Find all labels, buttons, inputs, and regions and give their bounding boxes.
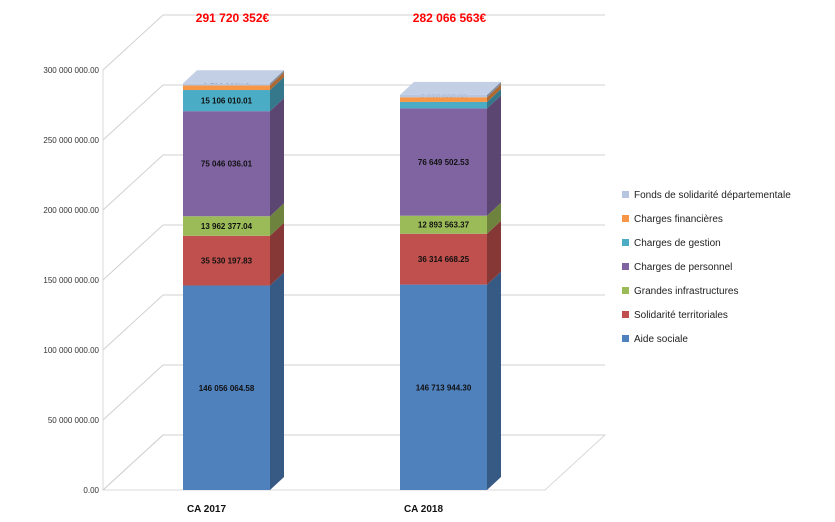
bar-segment-side xyxy=(487,88,501,109)
y-tick-label: 250 000 000.00 xyxy=(43,136,99,145)
data-label: 75 046 036.01 xyxy=(201,160,253,169)
y-tick-label: 0.00 xyxy=(83,486,99,495)
legend-label: Charges de gestion xyxy=(634,238,721,249)
bar-segment-side xyxy=(270,222,284,286)
legend-label: Charges de personnel xyxy=(634,262,732,273)
bar-segment-side xyxy=(487,81,501,98)
y-tick-label: 300 000 000.00 xyxy=(43,66,99,75)
y-tick-label: 150 000 000.00 xyxy=(43,276,99,285)
bar-segment-front xyxy=(183,235,270,286)
bar-segment-side xyxy=(487,202,501,234)
legend-label: Solidarité territoriales xyxy=(634,310,728,321)
x-category-label: CA 2018 xyxy=(404,504,444,515)
gridline-diagonal xyxy=(102,14,164,71)
bar-segment-side xyxy=(270,98,284,217)
gridline-diagonal xyxy=(102,84,164,141)
x-category-label: CA 2017 xyxy=(187,504,227,515)
bar-segment-front xyxy=(183,111,270,217)
gridline-diagonal xyxy=(102,154,164,211)
legend-label: Charges financières xyxy=(634,214,723,225)
data-label: 76 649 502.53 xyxy=(418,158,470,167)
legend-swatch xyxy=(622,287,629,294)
bar-segment-side xyxy=(487,84,501,102)
legend-swatch xyxy=(622,263,629,270)
data-label: 146 713 944.30 xyxy=(416,383,472,392)
bar-segment-side xyxy=(270,70,284,86)
legend-label: Grandes infrastructures xyxy=(634,286,739,297)
bar-top-face xyxy=(400,81,501,95)
y-tick-label: 200 000 000.00 xyxy=(43,206,99,215)
bar-segment-side xyxy=(487,95,501,216)
bar-segment-side xyxy=(487,271,501,490)
data-label: 146 056 064.58 xyxy=(199,384,255,393)
bar-segment-front xyxy=(400,233,487,285)
bar-segment-side xyxy=(270,272,284,490)
data-label: 35 530 197.83 xyxy=(201,257,253,266)
gridline-diagonal xyxy=(102,434,164,491)
bar-top-face xyxy=(183,70,284,84)
gridline-diagonal xyxy=(102,224,164,281)
y-tick-label: 50 000 000.00 xyxy=(48,416,100,425)
bar-segment-front xyxy=(400,215,487,234)
bar-segment-front xyxy=(400,94,487,98)
data-label: 12 893 563.37 xyxy=(418,221,470,230)
bar-segment-front xyxy=(183,285,270,490)
gridline-diagonal xyxy=(102,294,164,351)
data-label: 13 962 377.04 xyxy=(201,222,253,231)
bar-segment-front xyxy=(400,101,487,109)
bar-segment-side xyxy=(270,72,284,91)
legend-swatch xyxy=(622,311,629,318)
chart-floor xyxy=(101,434,607,491)
legend-swatch xyxy=(622,239,629,246)
bar-segment-front xyxy=(400,97,487,102)
bar-segment-front xyxy=(183,83,270,86)
legend-label: Aide sociale xyxy=(634,334,688,345)
legend-swatch xyxy=(622,335,629,342)
bar-segment-front xyxy=(183,85,270,91)
gridline-diagonal xyxy=(102,364,164,421)
data-label: 15 106 010.01 xyxy=(201,97,253,106)
legend-swatch xyxy=(622,191,629,198)
bar-segment-side xyxy=(487,220,501,285)
y-tick-label: 100 000 000.00 xyxy=(43,346,99,355)
bar-segment-front xyxy=(183,90,270,112)
bar-segment-side xyxy=(270,77,284,112)
legend-swatch xyxy=(622,215,629,222)
bar-segment-front xyxy=(183,216,270,236)
data-label: 36 314 668.25 xyxy=(418,255,470,264)
bar-total-label: 291 720 352€ xyxy=(196,11,270,25)
bar-segment-front xyxy=(400,108,487,216)
bar-total-label: 282 066 563€ xyxy=(413,11,487,25)
bar-segment-front xyxy=(400,284,487,490)
legend-label: Fonds de solidarité départementale xyxy=(634,190,791,201)
bar-segment-side xyxy=(270,203,284,236)
